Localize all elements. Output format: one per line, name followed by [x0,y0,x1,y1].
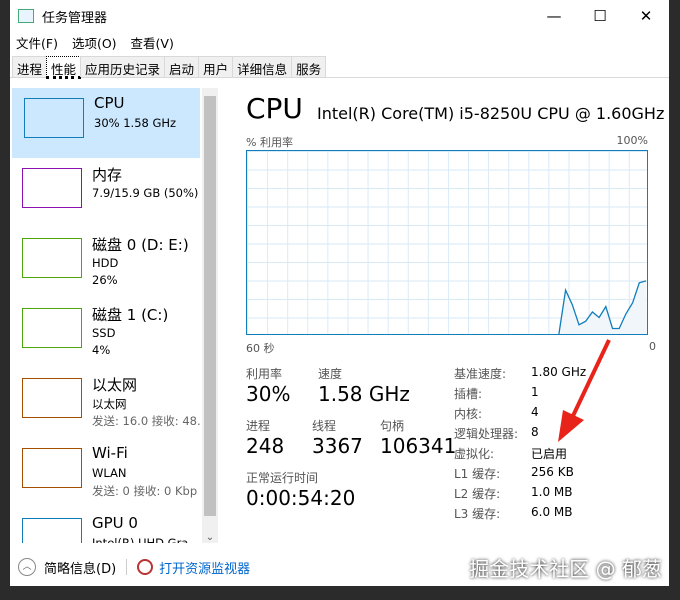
sidebar-item[interactable]: 磁盘 0 (D: E:) HDD 26% [10,228,202,298]
detail-value: 8 [531,425,539,439]
sidebar-item-subtitle: WLAN [92,466,127,480]
sidebar-item-title: 磁盘 1 (C:) [92,306,169,324]
mini-graph [22,308,82,348]
detail-value: 1.80 GHz [531,365,587,379]
page-title: CPU [246,92,303,125]
graph-max: 100% [616,134,648,147]
cpu-utilization-graph [246,150,648,335]
detail-key: L1 缓存: [454,467,501,481]
sidebar-item[interactable]: 以太网 以太网 发送: 16.0 接收: 48. [10,368,202,438]
uptime-label: 正常运行时间 [246,471,319,485]
brief-info-button[interactable]: 简略信息(D) [44,561,117,577]
mini-graph [22,448,82,488]
resource-monitor-icon [137,559,154,575]
open-resource-monitor-link[interactable]: 打开资源监视器 [159,561,251,577]
sidebar-item-value: 发送: 0 接收: 0 Kbp [92,484,198,498]
menu-file[interactable]: 文件(F) [16,35,58,51]
cpu-graph-area [558,280,647,334]
resource-sidebar: CPU 30% 1.58 GHz 内存 7.9/15.9 GB (50%) 磁盘… [10,88,218,543]
sidebar-item-title: Wi-Fi [92,444,128,462]
sidebar-item-value: 4% [92,343,111,357]
sidebar-item-subtitle: 以太网 [92,397,127,411]
sidebar-item-subtitle: HDD [92,256,119,270]
tab-details[interactable]: 详细信息 [232,56,293,77]
cpu-model: Intel(R) Core(TM) i5-8250U CPU @ 1.60GHz [317,104,665,123]
mini-graph [22,378,82,418]
sidebar-item-value: 26% [92,273,118,287]
task-manager-window: 任务管理器 — ☐ ✕ 文件(F) 选项(O) 查看(V) 进程 性能 应用历史… [10,0,669,586]
tab-app-history[interactable]: 应用历史记录 [80,56,166,77]
menu-options[interactable]: 选项(O) [71,35,117,51]
footer: ︿ 简略信息(D) 打开资源监视器 [10,552,669,582]
speed-value: 1.58 GHz [318,382,410,406]
title-bar: 任务管理器 — ☐ ✕ [10,0,669,32]
processes-label: 进程 [246,419,271,433]
handles-value: 106341 [380,434,457,458]
threads-label: 线程 [312,419,337,433]
menu-view[interactable]: 查看(V) [130,35,174,51]
sidebar-item-subtitle: 7.9/15.9 GB (50%) [92,186,199,200]
speed-label: 速度 [318,367,343,381]
detail-key: 插槽: [454,387,483,401]
cpu-graph-line [558,280,647,335]
sidebar-item[interactable]: 内存 7.9/15.9 GB (50%) [10,158,202,228]
detail-key: 基准速度: [454,367,507,381]
detail-value: 6.0 MB [531,505,573,519]
close-button[interactable]: ✕ [639,7,653,25]
detail-value: 已启用 [531,447,568,461]
window-title: 任务管理器 [42,10,108,26]
sidebar-item[interactable]: GPU 0 Intel(R) UHD Gra... 2% [10,508,202,543]
sidebar-item[interactable]: 磁盘 1 (C:) SSD 4% [10,298,202,368]
scroll-down-icon[interactable]: ⌄ [205,532,215,543]
mini-graph [22,168,82,208]
sidebar-item-value: 发送: 16.0 接收: 48. [92,414,201,428]
sidebar-item-subtitle: 30% 1.58 GHz [94,116,177,130]
graph-label: % 利用率 [246,136,293,149]
detail-key: 虚拟化: [454,447,495,461]
detail-value: 1.0 MB [531,485,573,499]
sidebar-item-title: GPU 0 [92,514,138,532]
detail-value: 1 [531,385,539,399]
sidebar-item-subtitle: Intel(R) UHD Gra... [92,536,200,543]
sidebar-scrollbar[interactable]: ⌄ [202,88,218,543]
detail-key: L2 缓存: [454,487,501,501]
tab-services[interactable]: 服务 [291,56,327,77]
detail-value: 256 KB [531,465,574,479]
divider [126,559,128,575]
detail-key: L3 缓存: [454,507,501,521]
arrow-shaft [570,339,611,419]
util-value: 30% [246,382,291,406]
detail-key: 逻辑处理器: [454,427,519,441]
chevron-up-icon[interactable]: ︿ [18,558,36,576]
sidebar-item[interactable]: Wi-Fi WLAN 发送: 0 接收: 0 Kbp [10,438,202,508]
cpu-graph-svg [558,280,647,335]
mini-graph [22,518,82,543]
sidebar-item-subtitle: SSD [92,326,116,340]
graph-zero: 0 [649,340,656,353]
arrow-head [558,410,584,442]
minimize-button[interactable]: — [546,7,562,25]
tab-bar: 进程 性能 应用历史记录 启动 用户 详细信息 服务 [10,56,669,79]
threads-value: 3367 [312,434,363,458]
watermark: 掘金技术社区 @ 郁葱 [469,557,662,581]
mini-graph [24,98,84,138]
sidebar-item[interactable]: CPU 30% 1.58 GHz [12,88,200,158]
sidebar-item-title: 内存 [92,166,123,184]
detail-key: 内核: [454,407,483,421]
scrollbar-thumb[interactable] [204,96,216,516]
sidebar-item-title: 磁盘 0 (D: E:) [92,236,189,254]
sidebar-item-title: CPU [94,94,125,112]
detail-value: 4 [531,405,539,419]
sidebar-item-title: 以太网 [92,376,138,394]
app-icon [18,9,34,23]
menu-bar: 文件(F) 选项(O) 查看(V) [10,32,669,52]
maximize-button[interactable]: ☐ [593,7,607,25]
util-label: 利用率 [246,367,283,381]
processes-value: 248 [246,434,285,458]
uptime-value: 0:00:54:20 [246,486,356,510]
graph-time: 60 秒 [246,342,275,355]
mini-graph [22,238,82,278]
handles-label: 句柄 [380,419,405,433]
